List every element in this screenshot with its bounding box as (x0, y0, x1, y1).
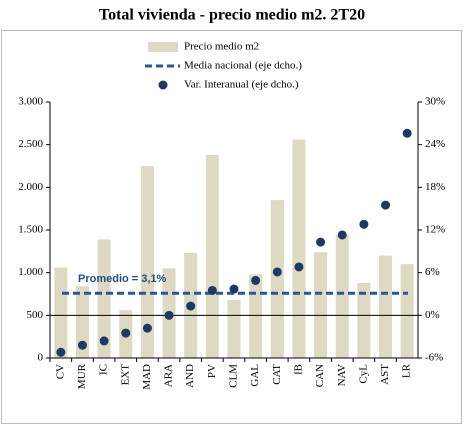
bar (400, 264, 414, 358)
x-tick-label: IB (292, 364, 304, 375)
point (186, 301, 196, 311)
y-tick-label: 1.500 (18, 224, 43, 236)
point (294, 262, 304, 272)
point (77, 340, 87, 350)
chart-frame (1, 30, 462, 424)
y2-tick-label: 0% (425, 309, 440, 321)
bar (227, 299, 241, 358)
bar (379, 255, 393, 358)
x-tick-label: EXT (119, 364, 131, 386)
y-tick-label: 0 (38, 352, 44, 364)
point (207, 285, 217, 295)
legend-label: Media nacional (eje dcho.) (184, 60, 302, 72)
legend-label: Precio medio m2 (184, 41, 259, 53)
x-tick-label: NAV (336, 364, 348, 386)
x-tick-label: CyL (357, 364, 369, 384)
point (251, 275, 261, 285)
y-tick-label: 500 (27, 309, 44, 321)
legend-swatch (158, 80, 168, 90)
y2-tick-label: 12% (425, 224, 445, 236)
y-tick-label: 3.000 (18, 96, 43, 108)
bar (205, 154, 219, 358)
point (381, 200, 391, 210)
y2-tick-label: 24% (425, 138, 445, 150)
y-tick-label: 2.500 (18, 138, 43, 150)
y-tick-label: 2.000 (18, 181, 43, 193)
y-tick-label: 1.000 (18, 266, 43, 278)
x-tick-label: MUR (76, 363, 88, 389)
point (337, 230, 347, 240)
y2-tick-label: -6% (425, 352, 443, 364)
bar (292, 139, 306, 358)
x-tick-label: MAD (141, 364, 153, 390)
point (272, 267, 282, 277)
point (402, 128, 412, 138)
point (121, 328, 131, 338)
x-tick-label: CAT (271, 364, 283, 385)
x-tick-label: PV (206, 364, 218, 378)
x-tick-label: CAN (314, 364, 326, 387)
bar (270, 200, 284, 358)
x-tick-label: AST (379, 364, 391, 385)
y2-tick-label: 6% (425, 266, 440, 278)
bar (140, 166, 154, 358)
point (164, 310, 174, 320)
legend-label: Var. Interanual (eje dcho.) (184, 79, 299, 91)
x-tick-label: IC (98, 364, 110, 375)
bar (75, 286, 89, 358)
y2-tick-label: 30% (425, 96, 445, 108)
x-tick-label: CLM (228, 364, 240, 388)
x-tick-label: GAL (249, 364, 261, 387)
x-tick-label: LR (401, 363, 413, 378)
bar (249, 274, 263, 358)
point (316, 237, 326, 247)
bar (335, 235, 349, 358)
x-tick-label: AND (184, 364, 196, 388)
point (99, 336, 109, 346)
bar (357, 282, 371, 358)
point (229, 284, 239, 294)
bar (97, 239, 111, 358)
y2-tick-label: 18% (425, 181, 445, 193)
point (142, 323, 152, 333)
bar (314, 252, 328, 358)
x-tick-label: CV (54, 364, 66, 379)
x-tick-label: ARA (163, 364, 175, 387)
reference-label: Promedio = 3,1% (78, 273, 167, 285)
chart-title: Total vivienda - precio medio m2. 2T20 (99, 7, 365, 24)
point (359, 219, 369, 229)
point (56, 347, 66, 357)
bar (54, 267, 68, 358)
legend-swatch (148, 42, 178, 52)
